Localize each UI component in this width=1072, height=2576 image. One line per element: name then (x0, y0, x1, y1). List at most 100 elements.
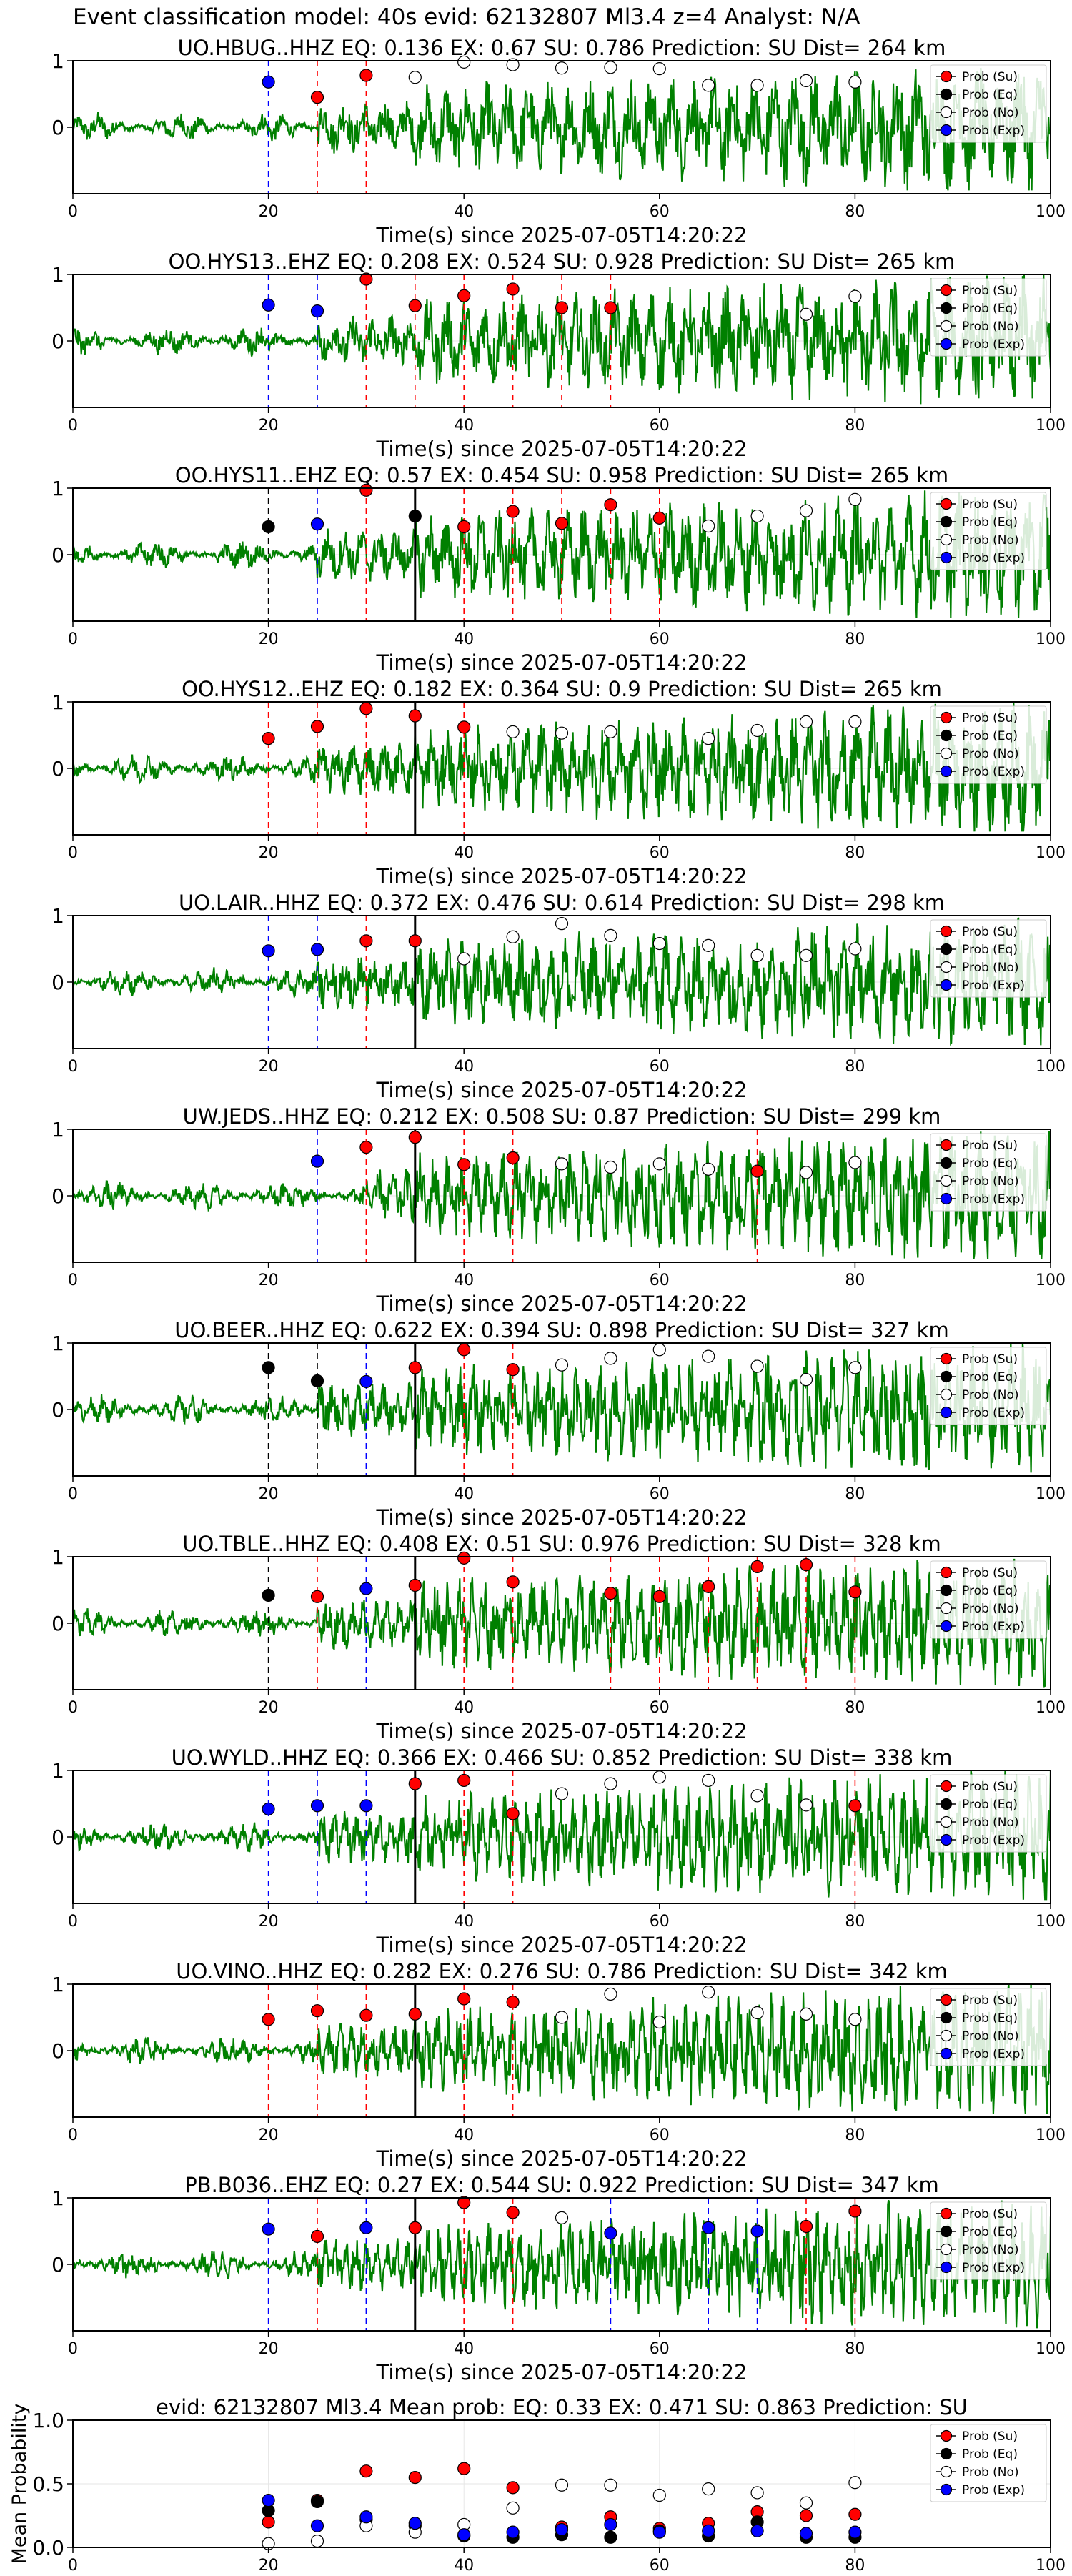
panel-11: PB.B036..EHZ EQ: 0.27 EX: 0.544 SU: 0.92… (51, 2173, 1066, 2384)
point-probno (799, 74, 813, 88)
point-probexp (506, 2525, 520, 2539)
x-tick-label: 0 (68, 417, 78, 435)
x-tick-label: 60 (650, 630, 670, 648)
point-probexp (750, 2524, 764, 2537)
panel-8: UO.TBLE..HHZ EQ: 0.408 EX: 0.51 SU: 0.97… (51, 1532, 1066, 1743)
legend-label: Prob (Eq) (962, 729, 1018, 743)
point-probno (652, 62, 666, 76)
legend-marker (940, 70, 953, 83)
point-probno (457, 952, 471, 966)
x-tick-label: 20 (259, 2340, 279, 2358)
point-probsu (408, 299, 422, 312)
legend-label: Prob (No) (962, 747, 1019, 761)
x-axis-label: Time(s) since 2025-07-05T14:20:22 (376, 2360, 748, 2384)
point-probsu (408, 2007, 422, 2021)
x-tick-label: 40 (454, 1913, 474, 1931)
legend-label: Prob (Su) (962, 284, 1018, 298)
legend-marker (940, 1815, 953, 1828)
x-tick-label: 20 (259, 1913, 279, 1931)
point-probsu (506, 505, 520, 518)
x-tick-label: 0 (68, 203, 78, 221)
point-probno (848, 715, 862, 729)
y-tick-label: 1 (51, 1759, 64, 1783)
legend-marker (940, 1566, 953, 1579)
point-probno (457, 55, 471, 69)
legend-marker (940, 2207, 953, 2220)
panel-title: OO.HYS11..EHZ EQ: 0.57 EX: 0.454 SU: 0.9… (175, 463, 948, 487)
x-axis-label: Time(s) since 2025-07-05T14:20:22 (376, 864, 748, 888)
legend-marker (940, 1833, 953, 1846)
panel-title: UO.HBUG..HHZ EQ: 0.136 EX: 0.67 SU: 0.78… (178, 36, 946, 60)
point-probno (799, 1166, 813, 1179)
point-probsu (408, 1361, 422, 1374)
point-probexp (457, 2528, 471, 2542)
point-probno (848, 492, 862, 506)
y-tick-label: 0 (51, 116, 64, 139)
x-tick-label: 100 (1036, 1272, 1066, 1289)
point-probeq (408, 509, 422, 523)
y-tick-label: 0 (51, 1184, 64, 1208)
legend-label: Prob (Exp) (962, 2047, 1025, 2061)
x-tick-label: 80 (845, 2557, 865, 2573)
point-probno (750, 948, 764, 962)
point-probno (604, 1777, 617, 1790)
y-tick-label: 0 (51, 1612, 64, 1635)
point-probexp (310, 943, 324, 956)
legend-marker (940, 1370, 953, 1383)
x-tick-label: 0 (68, 1058, 78, 1076)
legend-label: Prob (Exp) (962, 1192, 1025, 1207)
legend-marker (940, 1156, 953, 1169)
point-probeq (262, 520, 275, 534)
x-tick-label: 60 (650, 2340, 670, 2358)
legend-label: Prob (No) (962, 1602, 1019, 1616)
y-tick-label: 0 (51, 543, 64, 567)
point-probsu (262, 2515, 275, 2529)
legend-marker (940, 1620, 953, 1633)
point-probsu (310, 2004, 324, 2018)
point-probexp (359, 1799, 373, 1813)
legend-marker (940, 1192, 953, 1205)
y-axis-label: Mean Probability (9, 2404, 31, 2565)
waveform-trace (73, 1131, 1051, 1259)
panel-title: OO.HYS13..EHZ EQ: 0.208 EX: 0.524 SU: 0.… (169, 249, 956, 274)
point-probsu (359, 69, 373, 82)
point-probexp (604, 2517, 617, 2532)
x-tick-label: 100 (1036, 844, 1066, 862)
point-probsu (359, 702, 373, 715)
legend-marker (940, 302, 953, 314)
point-probsu (604, 301, 617, 314)
x-tick-label: 20 (259, 2557, 279, 2573)
x-tick-label: 80 (845, 1485, 865, 1503)
point-probno (799, 715, 813, 729)
x-tick-label: 100 (1036, 630, 1066, 648)
x-tick-label: 0 (68, 2126, 78, 2144)
legend-marker (940, 497, 953, 510)
point-probsu (848, 2204, 862, 2218)
point-probno (848, 1361, 862, 1374)
point-probsu (310, 1590, 324, 1603)
x-tick-label: 0 (68, 2340, 78, 2358)
x-tick-label: 100 (1036, 1699, 1066, 1717)
point-probno (604, 1352, 617, 1365)
point-probno (506, 930, 520, 943)
waveform-trace (73, 1343, 1051, 1473)
point-probeq (262, 1588, 275, 1602)
panel-title: PB.B036..EHZ EQ: 0.27 EX: 0.544 SU: 0.92… (184, 2173, 939, 2197)
figure-title: Event classification model: 40s evid: 62… (73, 4, 860, 30)
point-probsu (457, 1158, 471, 1171)
legend-marker (940, 533, 953, 546)
point-probexp (604, 2226, 617, 2240)
point-probexp (702, 2524, 715, 2537)
point-probno (555, 2478, 569, 2492)
point-probno (604, 1160, 617, 1174)
legend-label: Prob (Exp) (962, 765, 1025, 779)
legend-label: Prob (Su) (962, 2429, 1018, 2444)
y-tick-label: 0 (51, 2039, 64, 2063)
legend-label: Prob (Su) (962, 70, 1018, 84)
legend-marker (940, 1406, 953, 1419)
x-tick-label: 20 (259, 1272, 279, 1289)
panel-1: UO.HBUG..HHZ EQ: 0.136 EX: 0.67 SU: 0.78… (51, 36, 1066, 247)
legend-box (930, 1133, 1047, 1212)
legend-label: Prob (Eq) (962, 1370, 1018, 1384)
point-probsu (408, 2471, 422, 2485)
